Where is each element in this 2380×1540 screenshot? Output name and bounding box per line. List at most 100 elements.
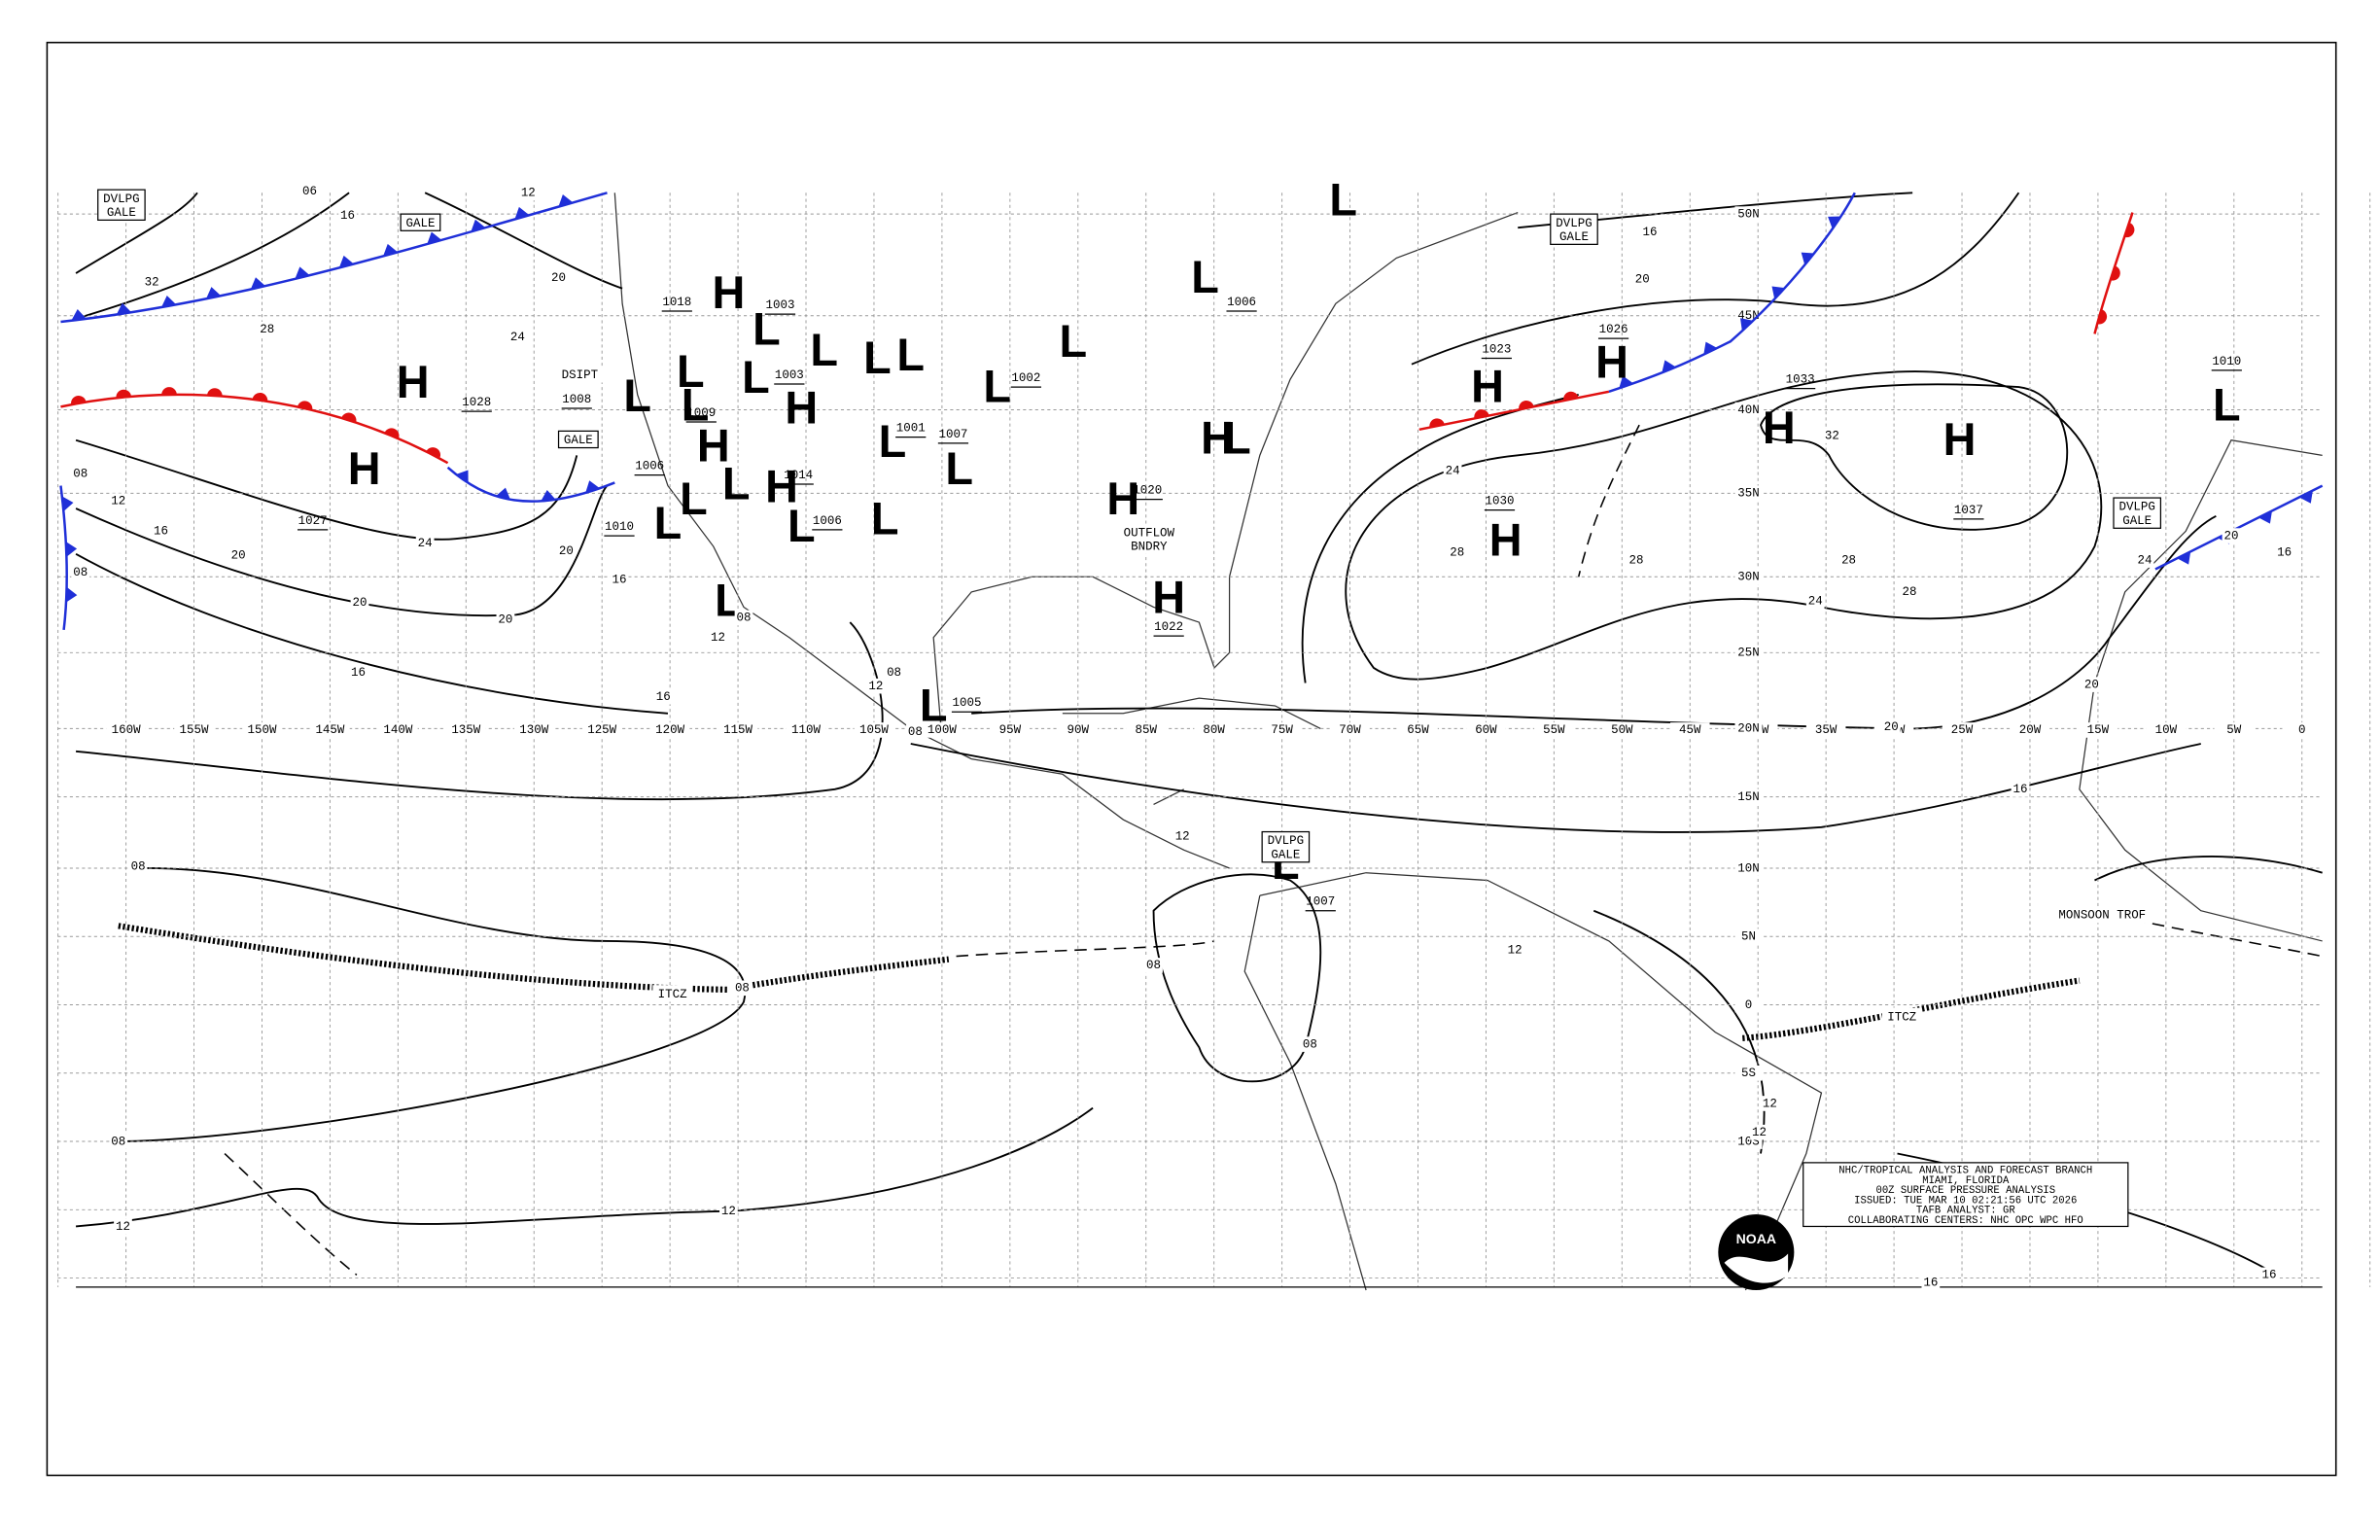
isobar-label: 20 — [1884, 720, 1899, 734]
isobar — [424, 192, 623, 290]
isobar-label: 20 — [2224, 529, 2239, 542]
label-bg — [709, 629, 727, 646]
pressure-center: L — [1223, 413, 1251, 464]
isobar-label: 12 — [111, 494, 125, 508]
label-bg — [2146, 722, 2187, 738]
longitude-label: 75W — [1271, 723, 1293, 737]
label-bg — [866, 678, 886, 694]
longitude-label: 130W — [519, 723, 548, 737]
front-marker — [116, 302, 132, 315]
isobar — [1301, 394, 1579, 683]
isobar — [75, 484, 609, 617]
label-bg — [1734, 997, 1763, 1013]
annotation: GALE — [107, 206, 136, 220]
isobar-label: 08 — [1303, 1037, 1317, 1051]
central-pressure: 1020 — [1133, 484, 1162, 498]
pressure-center: L — [1191, 252, 1219, 302]
label-bg — [349, 664, 368, 681]
front-marker — [1740, 318, 1754, 332]
info-line: MIAMI, FLORIDA — [1922, 1175, 2010, 1187]
warm-front — [60, 393, 449, 465]
info-line: COLLABORATING CENTERS: NHC OPC WPC HFO — [1848, 1215, 2083, 1227]
longitude-label: 35W — [1815, 723, 1838, 737]
logo-wave — [1724, 1253, 1789, 1283]
cold-front — [2154, 484, 2324, 571]
isobar-label: 12 — [711, 631, 725, 645]
isobar-label: 16 — [2262, 1269, 2277, 1282]
isobar — [1592, 909, 1766, 1154]
front-marker — [471, 219, 486, 232]
longitude-label: 60W — [1475, 723, 1497, 737]
label-bg — [300, 183, 319, 199]
isobar-label: 20 — [2084, 678, 2099, 691]
longitude-label: 120W — [655, 723, 684, 737]
label-bg — [581, 722, 622, 738]
central-pressure: 1007 — [938, 428, 967, 441]
page-frame — [46, 41, 2337, 1477]
label-bg — [109, 1134, 128, 1149]
label-bg — [733, 980, 752, 997]
central-pressure: 1037 — [1954, 504, 1983, 517]
front-marker — [207, 388, 223, 397]
central-pressure: 1028 — [462, 396, 491, 409]
isobar-label: 32 — [145, 276, 159, 290]
label-bg — [2282, 722, 2323, 738]
central-pressure: 1006 — [1227, 296, 1256, 309]
longitude-label: 0 — [2298, 723, 2305, 737]
info-line: ISSUED: TUE MAR 10 02:21:56 UTC 2026 — [1854, 1195, 2077, 1207]
pressure-center: L — [1059, 316, 1087, 367]
front-marker — [558, 193, 574, 207]
front-marker — [384, 428, 400, 439]
annotation: DVLPG — [2118, 501, 2154, 514]
front-marker — [161, 387, 177, 396]
front-marker — [71, 308, 87, 321]
front-marker — [66, 586, 78, 603]
front-marker — [1801, 252, 1815, 265]
label-bg — [1448, 544, 1467, 561]
isobar-label: 16 — [2012, 783, 2027, 796]
isobar-label: 20 — [353, 596, 368, 610]
central-pressure: 1033 — [1786, 373, 1815, 387]
pressure-center: L — [654, 498, 682, 548]
longitude-label: 145W — [315, 723, 344, 737]
isobar-label: 24 — [418, 537, 433, 550]
central-pressure: 1027 — [298, 514, 328, 528]
latitude-label: 25N — [1737, 647, 1759, 660]
coastline — [932, 211, 1519, 729]
front-marker — [71, 395, 87, 405]
longitude-label: 45W — [1679, 723, 1701, 737]
isobar-label: 24 — [2138, 553, 2152, 567]
label-bg — [228, 547, 248, 564]
label-bg — [1839, 552, 1858, 568]
front-marker — [250, 277, 266, 290]
label-bg — [885, 664, 903, 681]
isobar-label: 16 — [1923, 1277, 1938, 1290]
label-bg — [1398, 722, 1438, 738]
isobar-label: 20 — [559, 544, 574, 558]
front-marker — [206, 287, 222, 299]
label-bg — [1262, 722, 1302, 738]
isobar-label: 28 — [1903, 585, 1917, 599]
label-bg — [549, 269, 568, 286]
pressure-center: L — [752, 303, 781, 354]
isobar-label: 08 — [1146, 959, 1161, 972]
pressure-center: H — [1201, 413, 1234, 464]
label-bg — [1505, 942, 1524, 959]
latitude-label: 0 — [1745, 998, 1752, 1012]
front-marker — [160, 296, 177, 308]
isobar-label: 12 — [1763, 1097, 1777, 1110]
isobar-label: 28 — [260, 323, 274, 336]
front-marker — [1703, 341, 1718, 355]
annotation: ITCZ — [658, 988, 687, 1001]
isobar-label: 24 — [1808, 595, 1823, 609]
label-bg — [310, 722, 350, 738]
label-bg — [2259, 1267, 2279, 1283]
longitude-label: 105W — [859, 723, 889, 737]
label-bg — [2082, 677, 2101, 692]
label-bg — [71, 564, 90, 580]
front-marker — [585, 480, 601, 494]
label-bg — [508, 329, 527, 345]
isobar-label: 12 — [521, 187, 536, 200]
label-bg — [2010, 722, 2050, 738]
label-bg — [1058, 722, 1099, 738]
